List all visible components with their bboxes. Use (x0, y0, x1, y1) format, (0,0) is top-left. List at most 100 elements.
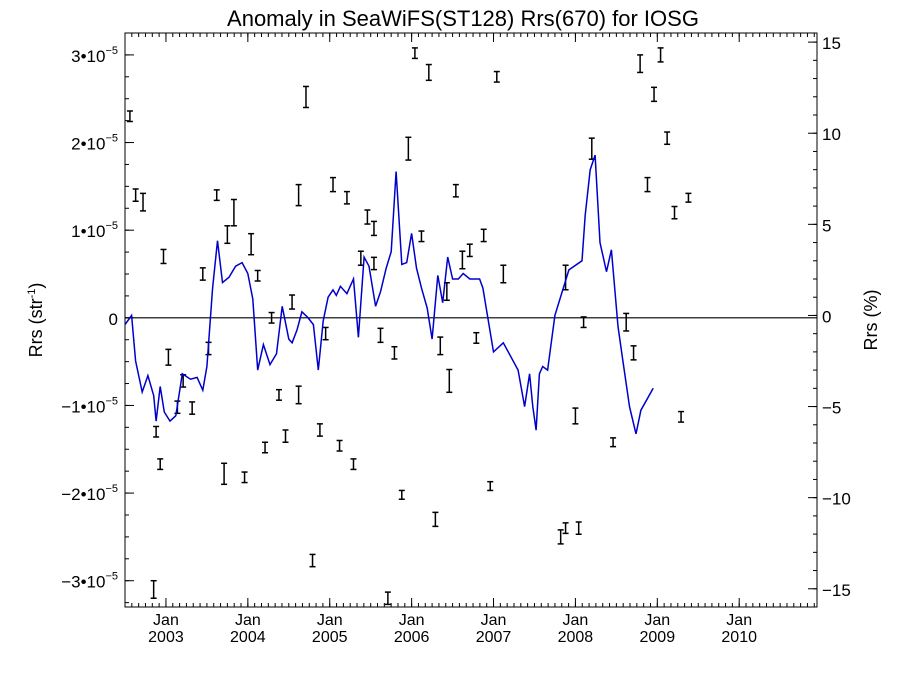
errorbar-point (437, 336, 444, 356)
errorbar-point (157, 458, 164, 471)
errorbar-point (637, 54, 644, 74)
errorbar-point (336, 439, 343, 452)
errorbar-point (165, 348, 172, 366)
x-tick-year: 2009 (640, 629, 676, 646)
errorbar-point (398, 489, 405, 500)
errorbar-point (391, 345, 398, 360)
errorbar-point (377, 327, 384, 344)
x-tick-year: 2003 (148, 629, 184, 646)
errorbar-point (364, 209, 371, 225)
errorbar-point (275, 388, 282, 401)
errorbar-point (241, 471, 248, 484)
right-tick-label: −10 (822, 490, 851, 509)
errorbar-point (384, 591, 391, 606)
right-tick-label: 10 (822, 125, 841, 144)
errorbar-point (411, 47, 418, 60)
errorbar-point (316, 423, 323, 437)
errorbar-point (473, 331, 480, 344)
left-tick-label: 3•10−5 (71, 45, 118, 66)
errorbar-point (248, 232, 255, 256)
errorbar-point (224, 225, 231, 245)
errorbar-point (557, 529, 564, 545)
right-axis: 15 10 5 0 −5 −10 −15 (808, 34, 851, 608)
left-tick-label: 2•10−5 (71, 133, 118, 154)
errorbar-point (370, 256, 377, 271)
errorbar-point (189, 401, 196, 415)
errorbar-point (213, 189, 220, 202)
errorbar-point (302, 85, 309, 109)
errorbar-point (562, 264, 569, 291)
x-tick-month: Jan (481, 612, 507, 629)
y-axis-right-label: Rrs (%) (861, 290, 881, 351)
errorbar-point (452, 183, 459, 198)
x-tick-year: 2007 (476, 629, 512, 646)
errorbar-point (350, 458, 357, 471)
errorbar-point (664, 131, 671, 146)
left-tick-label: −3•10−5 (61, 571, 118, 592)
errorbar-point (425, 63, 432, 82)
errorbar-point (678, 410, 685, 423)
left-axis: 3•10−5 2•10−5 1•10−5 0 −1•10−5 −2•10−5 −3•10−5 (61, 45, 134, 604)
errorbar-point (630, 345, 637, 361)
errorbar-point (651, 86, 658, 103)
errorbar-point (126, 110, 133, 123)
right-tick-label: 15 (822, 34, 841, 53)
errorbar-point (132, 188, 139, 203)
errorbar-point (160, 248, 167, 265)
errorbar-point (262, 441, 269, 454)
errorbar-point (282, 429, 289, 443)
errorbar-point (493, 70, 500, 83)
y-axis-left-label: Rrs (str-1) (26, 283, 46, 358)
x-tick-month: Jan (644, 612, 670, 629)
errorbar-point (487, 480, 494, 492)
right-tick-label: −5 (822, 399, 841, 418)
x-tick-year: 2008 (558, 629, 594, 646)
errorbar-point (580, 316, 587, 329)
x-tick-year: 2004 (230, 629, 266, 646)
errorbar-point (459, 250, 466, 270)
left-tick-label: −1•10−5 (61, 395, 118, 416)
plot-area-frame (124, 32, 818, 608)
errorbar-point (295, 183, 302, 207)
right-tick-label: 5 (822, 216, 831, 235)
x-tick-year: 2006 (394, 629, 430, 646)
errorbar-point (343, 190, 350, 205)
errorbar-point (254, 269, 261, 282)
errorbar-point (199, 267, 206, 281)
left-tick-label: −2•10−5 (61, 483, 118, 504)
errorbar-series (126, 47, 692, 606)
errorbar-point (268, 311, 275, 324)
x-tick-month: Jan (317, 612, 343, 629)
errorbar-point (221, 462, 228, 486)
errorbar-point (140, 192, 147, 212)
errorbar-point (657, 47, 664, 63)
errorbar-point (644, 176, 651, 193)
errorbar-point (575, 521, 582, 536)
errorbar-point (466, 243, 473, 258)
x-tick-month: Jan (153, 612, 179, 629)
errorbar-point (230, 198, 237, 227)
errorbar-point (322, 326, 329, 341)
errorbar-point (289, 294, 296, 310)
left-tick-label: 0 (109, 310, 118, 329)
errorbar-point (432, 511, 439, 528)
errorbar-point (562, 522, 569, 535)
x-tick-month: Jan (563, 612, 589, 629)
errorbar-point (150, 579, 157, 599)
right-tick-label: −15 (822, 581, 851, 600)
errorbar-point (309, 553, 316, 568)
chart-title: Anomaly in SeaWiFS(ST128) Rrs(670) for I… (227, 6, 699, 31)
errorbar-point (588, 137, 595, 160)
errorbar-point (330, 176, 337, 193)
left-tick-label: 1•10−5 (71, 220, 118, 241)
errorbar-point (418, 230, 425, 243)
errorbar-point (623, 312, 630, 332)
errorbar-point (480, 228, 487, 243)
errorbar-point (671, 205, 678, 220)
errorbar-point (500, 264, 507, 284)
errorbar-point (572, 407, 579, 425)
errorbar-point (370, 220, 377, 237)
errorbar-point (153, 425, 160, 438)
x-tick-year: 2005 (312, 629, 348, 646)
